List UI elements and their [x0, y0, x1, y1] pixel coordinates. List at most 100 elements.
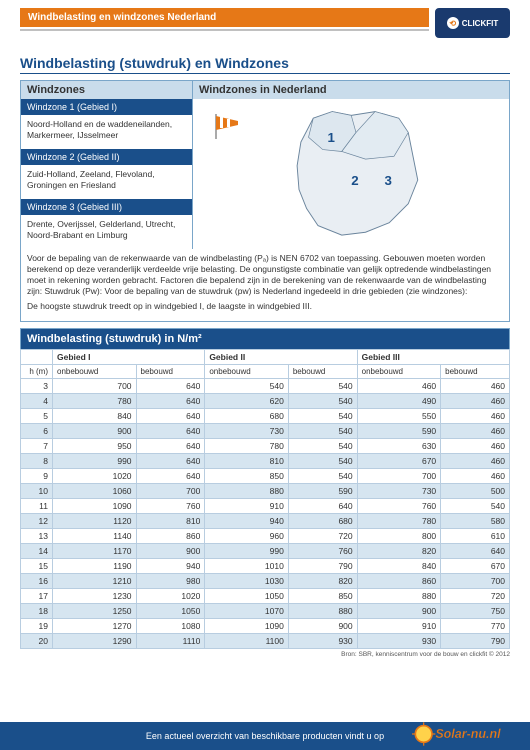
table-row: 18125010501070880900750	[21, 603, 510, 618]
cell-value: 930	[288, 633, 357, 648]
description-block: Voor de bepaling van de rekenwaarde van …	[21, 249, 509, 320]
cell-h: 9	[21, 468, 53, 483]
cell-value: 1190	[53, 558, 137, 573]
zones-header-right: Windzones in Nederland	[193, 81, 509, 99]
cell-value: 490	[357, 393, 441, 408]
stuwdruk-table: Gebied I Gebied II Gebied III h (m) onbe…	[20, 349, 510, 649]
topbar-title: Windbelasting en windzones Nederland	[20, 8, 429, 27]
cell-value: 950	[53, 438, 137, 453]
cell-value: 850	[205, 468, 289, 483]
table-row: 20129011101100930930790	[21, 633, 510, 648]
page: Windbelasting en windzones Nederland ⟲ C…	[0, 0, 530, 750]
cell-value: 1020	[53, 468, 137, 483]
table-row: 1511909401010790840670	[21, 558, 510, 573]
cell-value: 810	[205, 453, 289, 468]
table-row: 8990640810540670460	[21, 453, 510, 468]
cell-value: 670	[357, 453, 441, 468]
description-p1: Voor de bepaling van de rekenwaarde van …	[27, 253, 503, 297]
cell-h: 20	[21, 633, 53, 648]
brand-logo-icon: ⟲	[447, 17, 459, 29]
cell-h: 17	[21, 588, 53, 603]
cell-value: 900	[136, 543, 205, 558]
cell-value: 770	[441, 618, 510, 633]
cell-value: 1010	[205, 558, 289, 573]
th-g3-onb: onbebouwd	[357, 364, 441, 378]
cell-value: 590	[288, 483, 357, 498]
table-row: 5840640680540550460	[21, 408, 510, 423]
cell-value: 640	[136, 453, 205, 468]
cell-h: 12	[21, 513, 53, 528]
cell-value: 540	[288, 453, 357, 468]
cell-value: 780	[205, 438, 289, 453]
cell-value: 700	[53, 378, 137, 393]
cell-value: 1050	[136, 603, 205, 618]
cell-value: 1210	[53, 573, 137, 588]
cell-value: 640	[136, 408, 205, 423]
cell-value: 730	[205, 423, 289, 438]
cell-value: 760	[136, 498, 205, 513]
cell-value: 640	[136, 468, 205, 483]
cell-h: 15	[21, 558, 53, 573]
footer: Een actueel overzicht van beschikbare pr…	[0, 722, 530, 750]
cell-value: 700	[441, 573, 510, 588]
cell-value: 640	[136, 423, 205, 438]
table-row: 4780640620540490460	[21, 393, 510, 408]
cell-value: 640	[441, 543, 510, 558]
zones-header-left: Windzones	[21, 81, 193, 99]
cell-value: 460	[441, 408, 510, 423]
cell-value: 990	[53, 453, 137, 468]
cell-value: 790	[288, 558, 357, 573]
cell-value: 820	[357, 543, 441, 558]
cell-value: 780	[357, 513, 441, 528]
cell-h: 11	[21, 498, 53, 513]
windzones-box: Windzones Windzones in Nederland Windzon…	[20, 80, 510, 322]
cell-value: 590	[357, 423, 441, 438]
cell-value: 550	[357, 408, 441, 423]
cell-h: 10	[21, 483, 53, 498]
topbar-divider	[20, 29, 429, 31]
table-row: 6900640730540590460	[21, 423, 510, 438]
zone-1-title: Windzone 1 (Gebied I)	[21, 99, 192, 115]
th-g1-beb: bebouwd	[136, 364, 205, 378]
table-title: Windbelasting (stuwdruk) in N/m²	[20, 328, 510, 349]
table-body: 3700640540540460460478064062054049046058…	[21, 378, 510, 648]
cell-value: 910	[357, 618, 441, 633]
zones-body: Windzone 1 (Gebied I) Noord-Holland en d…	[21, 99, 509, 249]
brand-text: CLICKFIT	[462, 19, 498, 28]
cell-value: 860	[136, 528, 205, 543]
cell-h: 3	[21, 378, 53, 393]
cell-value: 640	[136, 438, 205, 453]
th-gebied-2: Gebied II	[205, 349, 357, 364]
cell-h: 14	[21, 543, 53, 558]
cell-value: 460	[441, 453, 510, 468]
table-row: 101060700880590730500	[21, 483, 510, 498]
zones-list: Windzone 1 (Gebied I) Noord-Holland en d…	[21, 99, 193, 249]
cell-value: 720	[441, 588, 510, 603]
th-g3-beb: bebouwd	[441, 364, 510, 378]
cell-value: 1030	[205, 573, 289, 588]
cell-value: 990	[205, 543, 289, 558]
cell-value: 760	[357, 498, 441, 513]
cell-value: 1050	[205, 588, 289, 603]
cell-value: 1250	[53, 603, 137, 618]
th-h: h (m)	[21, 364, 53, 378]
zone-2-desc: Zuid-Holland, Zeeland, Flevoland, Gronin…	[21, 165, 192, 199]
cell-value: 780	[53, 393, 137, 408]
cell-value: 720	[288, 528, 357, 543]
cell-value: 640	[136, 378, 205, 393]
cell-value: 700	[136, 483, 205, 498]
table-row: 111090760910640760540	[21, 498, 510, 513]
cell-value: 760	[288, 543, 357, 558]
cell-value: 730	[357, 483, 441, 498]
cell-value: 700	[357, 468, 441, 483]
cell-value: 900	[357, 603, 441, 618]
table-row: 17123010201050850880720	[21, 588, 510, 603]
cell-value: 820	[288, 573, 357, 588]
cell-h: 5	[21, 408, 53, 423]
cell-value: 1140	[53, 528, 137, 543]
table-row: 19127010801090900910770	[21, 618, 510, 633]
zone-3-desc: Drente, Overijssel, Gelderland, Utrecht,…	[21, 215, 192, 249]
svg-text:1: 1	[328, 130, 336, 145]
cell-value: 940	[205, 513, 289, 528]
cell-value: 540	[288, 423, 357, 438]
